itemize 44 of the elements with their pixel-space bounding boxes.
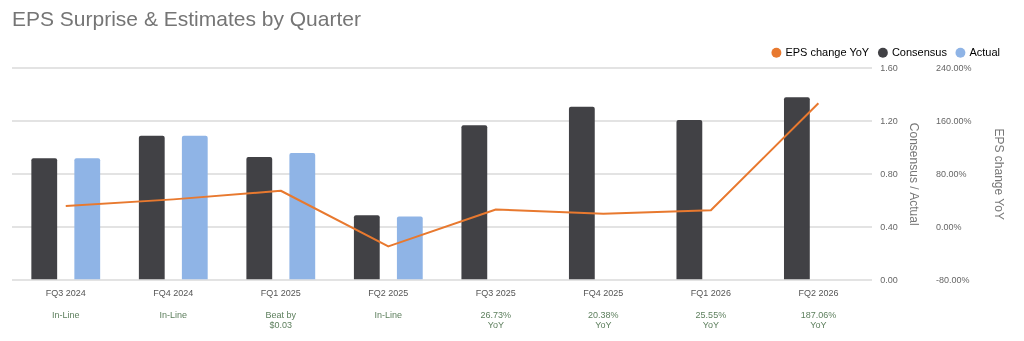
y2-tick-label: 0.00% — [936, 221, 962, 232]
x-tick-label: FQ4 2025 — [583, 288, 624, 299]
bar — [181, 135, 208, 280]
y-tick-label: 0.40 — [880, 221, 898, 232]
text: 187.06% YoY — [800, 309, 837, 330]
bar — [461, 125, 488, 280]
x-tick-label: FQ2 2025 — [368, 288, 409, 299]
y-axis-title: Consensus / Actual — [906, 122, 921, 226]
bar — [568, 106, 595, 280]
bar — [676, 119, 703, 280]
x-tick-label: FQ1 2026 — [690, 288, 731, 299]
x-tick-label: FQ2 2026 — [798, 288, 839, 299]
legend-label: EPS change YoY — [785, 45, 870, 58]
y2-tick-label: -80.00% — [936, 274, 970, 285]
x-tick-label: FQ4 2024 — [153, 288, 194, 299]
text: 25.55% YoY — [695, 309, 727, 330]
legend-label: Actual — [969, 45, 1001, 58]
x-tick-label: FQ1 2025 — [260, 288, 301, 299]
text: Beat by $0.03 — [265, 309, 297, 330]
legend-label: Consensus — [891, 45, 948, 58]
bar — [353, 215, 380, 280]
text: In-Line — [374, 309, 403, 320]
bar — [138, 135, 165, 280]
y-tick-label: 1.60 — [880, 62, 898, 73]
y-tick-label: 0.00 — [880, 274, 898, 285]
y-tick-label: 0.80 — [880, 168, 898, 179]
chart-title: EPS Surprise & Estimates by Quarter — [12, 7, 361, 31]
bar — [396, 216, 423, 280]
bar — [289, 153, 316, 280]
y2-axis-title: EPS change YoY — [992, 128, 1007, 220]
text: 20.38% YoY — [588, 309, 619, 330]
bar — [74, 158, 101, 280]
text: 26.73% YoY — [480, 309, 512, 330]
bar — [246, 156, 273, 280]
x-tick-label: FQ3 2025 — [475, 288, 516, 299]
y2-tick-label: 80.00% — [936, 168, 967, 179]
y2-tick-label: 160.00% — [936, 115, 972, 126]
y2-tick-label: 240.00% — [936, 62, 972, 73]
text: In-Line — [51, 309, 80, 320]
text: In-Line — [159, 309, 188, 320]
bar — [31, 158, 58, 280]
x-tick-label: FQ3 2024 — [45, 288, 86, 299]
bar — [783, 97, 810, 280]
y-tick-label: 1.20 — [880, 115, 898, 126]
